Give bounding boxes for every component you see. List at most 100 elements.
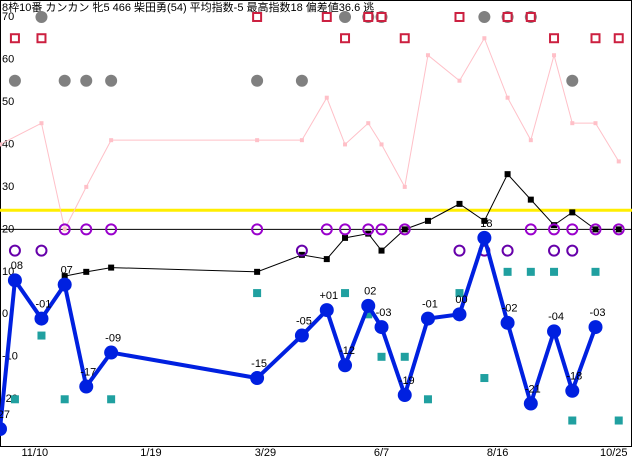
point (39, 121, 44, 126)
y-tick-label: 30 (2, 181, 14, 193)
data-label: +01 (319, 290, 338, 302)
point (500, 315, 515, 330)
point (402, 184, 407, 189)
marker (568, 416, 577, 425)
point (456, 200, 463, 207)
x-tick-label: 6/7 (374, 447, 389, 459)
point (366, 121, 371, 126)
point (552, 53, 557, 58)
data-label: -21 (525, 383, 541, 395)
point (452, 307, 467, 322)
point (527, 196, 534, 203)
marker (295, 244, 308, 257)
data-label: 00 (455, 294, 467, 306)
data-label: -01 (422, 298, 438, 310)
point (425, 53, 430, 58)
marker (8, 244, 21, 257)
marker (503, 267, 512, 276)
marker (58, 223, 71, 236)
marker (566, 244, 579, 257)
y-tick-label: -10 (2, 351, 18, 363)
data-label: -04 (548, 311, 564, 323)
point (482, 36, 487, 41)
marker (37, 331, 46, 340)
point (523, 396, 538, 411)
point (397, 388, 412, 403)
marker (550, 267, 559, 276)
marker (251, 223, 264, 236)
data-label: -27 (0, 409, 10, 421)
marker (320, 223, 333, 236)
marker (589, 223, 602, 236)
data-label: 18 (480, 218, 492, 230)
marker (105, 74, 118, 87)
point (374, 320, 389, 335)
point (615, 226, 622, 233)
point (109, 138, 114, 143)
marker (80, 74, 93, 87)
point (250, 371, 265, 386)
marker (423, 395, 432, 404)
point (324, 95, 329, 100)
point (592, 226, 599, 233)
marker (362, 223, 375, 236)
marker (548, 244, 561, 257)
data-label: -05 (296, 315, 312, 327)
point (505, 95, 510, 100)
x-tick-label: 11/10 (21, 447, 48, 459)
data-label: 08 (11, 260, 23, 272)
point (84, 184, 89, 189)
point (588, 320, 603, 335)
marker (8, 74, 21, 87)
point (104, 345, 119, 360)
data-label: -18 (566, 371, 582, 383)
point (616, 159, 621, 164)
point (342, 234, 349, 241)
point (569, 209, 576, 216)
marker (453, 244, 466, 257)
point (0, 422, 7, 437)
marker (107, 395, 116, 404)
marker (548, 223, 561, 236)
marker (80, 223, 93, 236)
marker (36, 33, 47, 44)
point (323, 256, 330, 263)
marker (10, 395, 19, 404)
data-label: -15 (251, 358, 267, 370)
y-tick-label: 70 (2, 11, 14, 23)
marker (364, 310, 373, 319)
marker (363, 11, 374, 22)
point (319, 303, 334, 318)
point (593, 121, 598, 126)
point (504, 171, 511, 178)
y-tick-label: 50 (2, 96, 14, 108)
data-label: -19 (399, 375, 415, 387)
point (7, 273, 22, 288)
marker (398, 223, 411, 236)
marker (455, 289, 464, 298)
marker (502, 11, 513, 22)
data-label: -01 (36, 298, 52, 310)
point (343, 142, 348, 147)
point (457, 78, 462, 83)
data-label: -02 (502, 303, 518, 315)
marker (480, 374, 489, 383)
marker (321, 11, 332, 22)
marker (524, 223, 537, 236)
marker (341, 289, 350, 298)
marker (295, 74, 308, 87)
marker (525, 11, 536, 22)
point (338, 358, 353, 373)
marker (549, 33, 560, 44)
y-tick-label: 0 (2, 308, 8, 320)
y-tick-label: 60 (2, 53, 14, 65)
marker (251, 74, 264, 87)
point (57, 277, 72, 292)
marker (478, 10, 491, 23)
marker (590, 33, 601, 44)
point (401, 226, 408, 233)
marker (377, 352, 386, 361)
x-tick-label: 1/19 (140, 447, 161, 459)
marker (501, 244, 514, 257)
